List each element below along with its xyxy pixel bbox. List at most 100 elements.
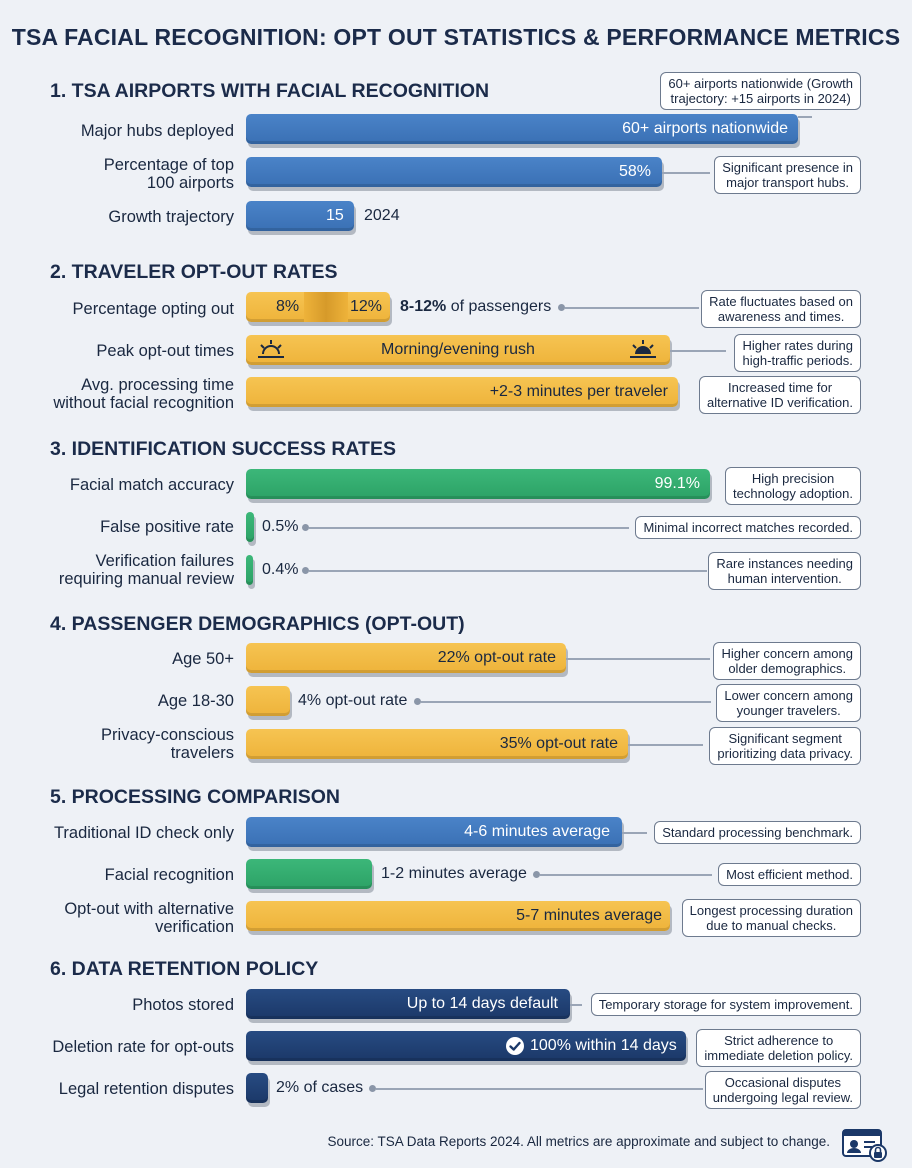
note-facial: Most efficient method.	[718, 863, 861, 886]
note-privacy: Significant segment prioritizing data pr…	[709, 727, 861, 765]
outside-label-opting-out: 8-12% of passengers	[400, 292, 551, 322]
sunrise-icon	[258, 340, 284, 358]
note-false-positive: Minimal incorrect matches recorded.	[635, 516, 861, 539]
note-processing: Increased time for alternative ID verifi…	[699, 376, 861, 414]
bar-label-photos: Up to 14 days default	[406, 995, 558, 1012]
note-text: Significant segment prioritizing data pr…	[717, 731, 853, 761]
note-peak: Higher rates during high-traffic periods…	[734, 334, 861, 372]
row-label-accuracy: Facial match accuracy	[69, 476, 234, 494]
bar-label-peak: Morning/evening rush	[381, 341, 535, 358]
note-text: Most efficient method.	[726, 867, 853, 882]
note-top-100: Significant presence in major transport …	[714, 156, 861, 194]
row-label-growth: Growth trajectory	[108, 208, 234, 226]
bar-growth	[246, 201, 354, 231]
bar-top-100	[246, 157, 662, 187]
bar-photos	[246, 989, 570, 1019]
note-age-50: Higher concern among older demographics.	[713, 642, 861, 680]
outside-bold: 8-12%	[400, 298, 447, 315]
note-deletion: Strict adherence to immediate deletion p…	[696, 1029, 861, 1067]
note-text: Occasional disputes undergoing legal rev…	[712, 1075, 853, 1105]
note-text: Standard processing benchmark.	[662, 825, 853, 840]
outside-label-false-positive: 0.5%	[262, 518, 299, 535]
bar-facial	[246, 859, 372, 889]
note-traditional: Standard processing benchmark.	[654, 821, 861, 844]
note-photos: Temporary storage for system improvement…	[590, 993, 861, 1016]
note-connector	[566, 658, 710, 660]
row-label-verification: Verification failures requiring manual r…	[58, 552, 234, 588]
note-connector	[309, 527, 629, 529]
bar-label-opt-out-alt: 5-7 minutes average	[516, 907, 662, 924]
row-label-top-100: Percentage of top 100 airports	[103, 156, 234, 192]
section-title-identification: 3. IDENTIFICATION SUCCESS RATES	[50, 438, 396, 460]
bar-age-50	[246, 643, 566, 673]
note-age-18-30: Lower concern among younger travelers.	[716, 684, 861, 722]
note-connector	[622, 832, 647, 834]
note-opt-out-alt: Longest processing duration due to manua…	[681, 899, 861, 937]
source-note: Source: TSA Data Reports 2024. All metri…	[327, 1134, 830, 1149]
outside-rest: of passengers	[446, 298, 552, 315]
check-circle-icon	[506, 1037, 524, 1055]
bar-privacy	[246, 729, 628, 759]
connector-dot	[558, 304, 565, 311]
note-text: Higher rates during high-traffic periods…	[742, 338, 853, 368]
note-connector	[670, 350, 726, 352]
row-label-major-hubs: Major hubs deployed	[80, 122, 234, 140]
bar-verification	[246, 555, 253, 585]
note-connector	[798, 116, 812, 118]
bar-opt-out-alt	[246, 901, 670, 931]
note-opting-out: Rate fluctuates based on awareness and t…	[701, 290, 861, 328]
note-text: Rate fluctuates based on awareness and t…	[709, 294, 853, 324]
bar-label-processing: +2-3 minutes per traveler	[489, 383, 668, 400]
note-text: 60+ airports nationwide (Growth trajecto…	[668, 76, 853, 106]
bar-age-18-30	[246, 686, 290, 716]
note-text: Increased time for alternative ID verifi…	[707, 380, 853, 410]
section-title-retention: 6. DATA RETENTION POLICY	[50, 958, 319, 980]
bar-label-privacy: 35% opt-out rate	[499, 735, 618, 752]
bar-label-growth: 15	[326, 207, 344, 224]
row-label-peak: Peak opt-out times	[96, 342, 234, 360]
row-label-opting-out: Percentage opting out	[72, 300, 234, 318]
outside-label-age-18-30: 4% opt-out rate	[298, 692, 408, 709]
row-label-processing: Avg. processing time without facial reco…	[53, 376, 234, 412]
connector-dot	[369, 1085, 376, 1092]
note-text: Lower concern among younger travelers.	[724, 688, 853, 718]
bar-deletion	[246, 1031, 686, 1061]
bar-label-low: 8%	[276, 298, 300, 315]
bar-false-positive	[246, 512, 254, 542]
note-text: Minimal incorrect matches recorded.	[643, 520, 853, 535]
note-connector	[421, 701, 711, 703]
row-label-age-18-30: Age 18-30	[157, 692, 234, 710]
bar-label-accuracy: 99.1%	[654, 475, 700, 492]
bar-processing	[246, 377, 678, 407]
bar-label-deletion: 100% within 14 days	[530, 1037, 677, 1054]
id-card-lock-icon	[842, 1129, 887, 1162]
note-verification: Rare instances needing human interventio…	[708, 552, 861, 590]
connector-dot	[533, 871, 540, 878]
bar-label-age-50: 22% opt-out rate	[437, 649, 556, 666]
connector-dot	[302, 524, 309, 531]
bar-label-traditional: 4-6 minutes average	[464, 823, 610, 840]
note-accuracy: High precision technology adoption.	[725, 467, 861, 505]
note-connector	[662, 172, 710, 174]
row-label-disputes: Legal retention disputes	[58, 1080, 234, 1098]
section-title-airports: 1. TSA AIRPORTS WITH FACIAL RECOGNITION	[50, 80, 490, 102]
note-text: Longest processing duration due to manua…	[689, 903, 853, 933]
sunset-icon	[630, 340, 656, 358]
note-text: Strict adherence to immediate deletion p…	[704, 1033, 853, 1063]
row-label-privacy: Privacy-conscious travelers	[101, 726, 234, 762]
bar-accuracy	[246, 469, 710, 499]
outside-label-growth: 2024	[364, 207, 400, 224]
bar-label-top-100: 58%	[618, 163, 651, 180]
row-label-deletion: Deletion rate for opt-outs	[52, 1038, 234, 1056]
note-connector	[309, 570, 707, 572]
section-title-demographics: 4. PASSENGER DEMOGRAPHICS (OPT-OUT)	[50, 613, 465, 635]
bar-major-hubs	[246, 114, 798, 144]
connector-dot	[302, 567, 309, 574]
note-disputes: Occasional disputes undergoing legal rev…	[704, 1071, 861, 1109]
bar-disputes	[246, 1073, 268, 1103]
note-connector	[565, 307, 699, 309]
note-connector	[570, 1004, 582, 1006]
section-title-processing: 5. PROCESSING COMPARISON	[50, 786, 341, 808]
note-text: Higher concern among older demographics.	[721, 646, 853, 676]
note-text: High precision technology adoption.	[733, 471, 853, 501]
